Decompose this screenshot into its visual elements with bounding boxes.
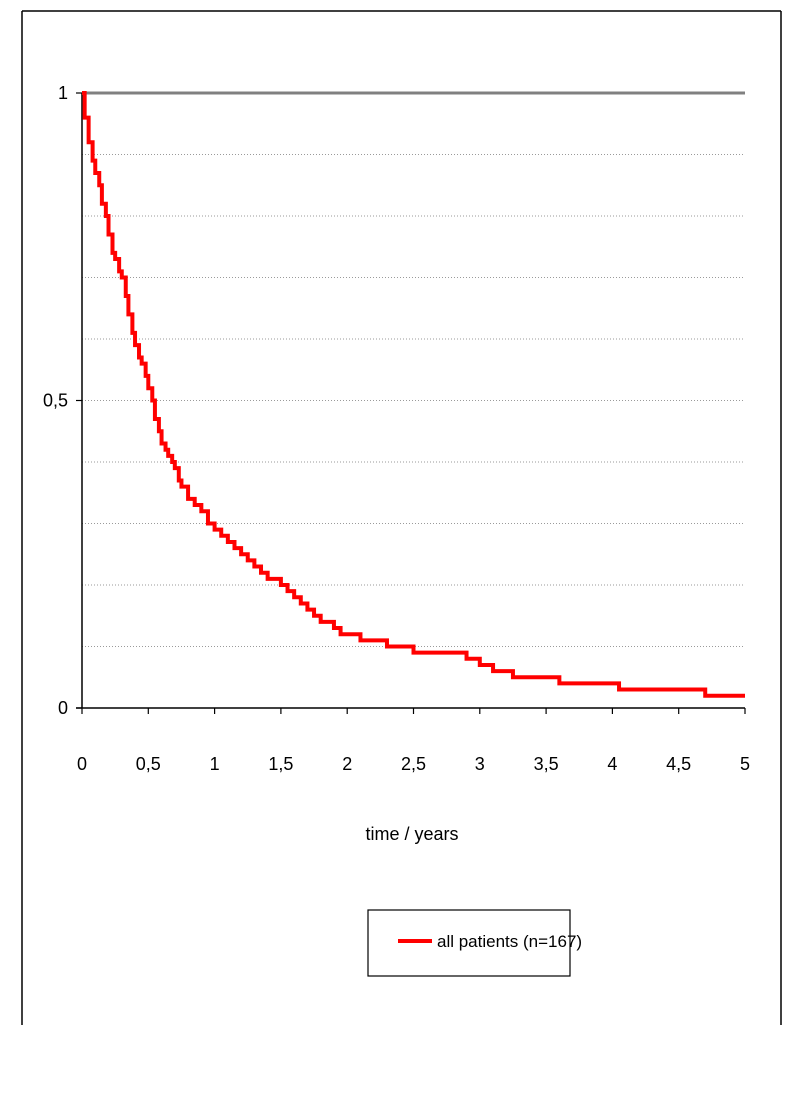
y-tick-label: 0 — [58, 698, 68, 718]
y-axis-ticks: 00,51 — [43, 83, 82, 718]
km-curve-all-patients — [82, 91, 745, 698]
y-tick-label: 0,5 — [43, 391, 68, 411]
x-tick-label: 1,5 — [268, 754, 293, 774]
x-tick-label: 1 — [210, 754, 220, 774]
x-axis-title: time / years — [365, 824, 458, 844]
x-tick-label: 2,5 — [401, 754, 426, 774]
axes — [76, 93, 745, 709]
x-tick-label: 4,5 — [666, 754, 691, 774]
x-tick-label: 2 — [342, 754, 352, 774]
legend-label: all patients (n=167) — [437, 932, 582, 951]
x-tick-label: 3,5 — [534, 754, 559, 774]
x-tick-label: 5 — [740, 754, 750, 774]
y-tick-label: 1 — [58, 83, 68, 103]
gridlines — [82, 91, 745, 647]
x-axis-ticks: 0 0,5 1 1,5 2 2,5 3 3,5 4 4,5 5 — [77, 708, 750, 774]
x-tick-label: 0,5 — [136, 754, 161, 774]
chart-outer-border — [21, 10, 782, 1025]
x-tick-label: 4 — [607, 754, 617, 774]
x-tick-label: 0 — [77, 754, 87, 774]
series-layer — [82, 91, 745, 698]
legend: all patients (n=167) — [367, 909, 582, 977]
x-tick-label: 3 — [475, 754, 485, 774]
